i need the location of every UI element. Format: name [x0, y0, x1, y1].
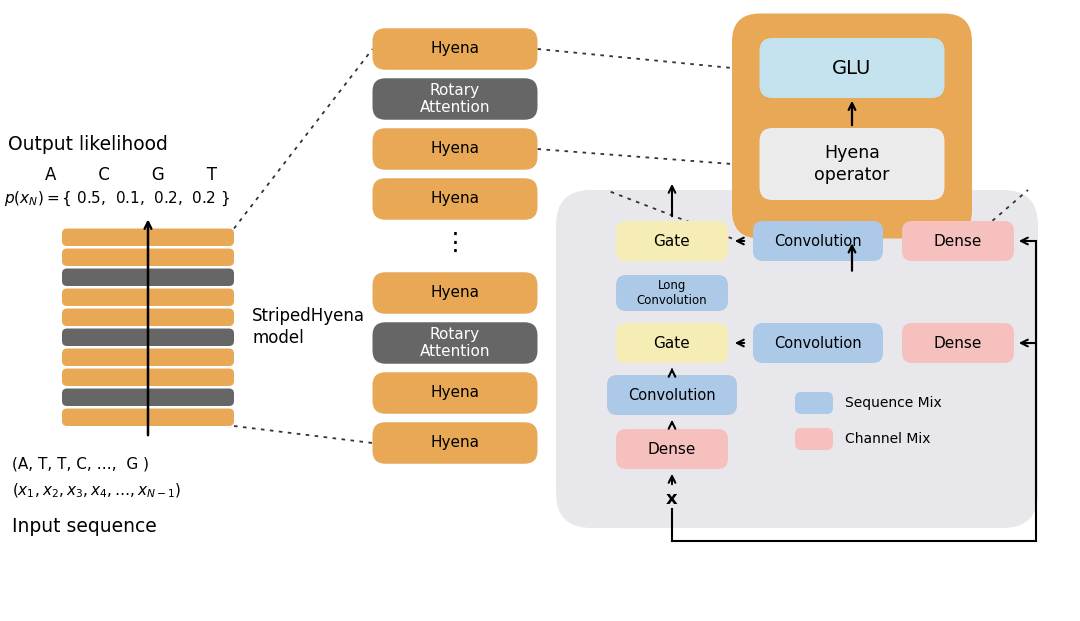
FancyBboxPatch shape: [373, 272, 538, 314]
FancyBboxPatch shape: [616, 323, 728, 363]
Text: Dense: Dense: [934, 233, 982, 248]
FancyBboxPatch shape: [62, 368, 234, 386]
Text: Gate: Gate: [653, 335, 690, 350]
FancyBboxPatch shape: [902, 323, 1014, 363]
FancyBboxPatch shape: [62, 229, 234, 246]
FancyBboxPatch shape: [902, 221, 1014, 261]
Text: Long
Convolution: Long Convolution: [637, 279, 707, 307]
Text: Hyena: Hyena: [431, 435, 480, 450]
FancyBboxPatch shape: [753, 323, 883, 363]
Text: GLU: GLU: [833, 58, 872, 78]
Text: Input sequence: Input sequence: [12, 517, 157, 535]
Text: Sequence Mix: Sequence Mix: [845, 396, 942, 410]
Text: x: x: [666, 490, 678, 508]
Text: Dense: Dense: [648, 442, 697, 456]
Text: Rotary
Attention: Rotary Attention: [420, 327, 490, 359]
Text: Gate: Gate: [653, 233, 690, 248]
Text: StripedHyena
model: StripedHyena model: [252, 307, 365, 347]
Text: A        C        G        T: A C G T: [45, 166, 217, 183]
Text: Hyena: Hyena: [431, 42, 480, 57]
FancyBboxPatch shape: [62, 409, 234, 426]
FancyBboxPatch shape: [373, 372, 538, 414]
FancyBboxPatch shape: [373, 178, 538, 220]
FancyBboxPatch shape: [616, 275, 728, 311]
Text: Output likelihood: Output likelihood: [8, 135, 167, 154]
FancyBboxPatch shape: [373, 28, 538, 70]
FancyBboxPatch shape: [62, 329, 234, 346]
FancyBboxPatch shape: [62, 389, 234, 406]
Text: ⋮: ⋮: [443, 231, 468, 255]
FancyBboxPatch shape: [62, 348, 234, 366]
Text: Convolution: Convolution: [774, 233, 862, 248]
Text: $p(x_N) = \{$ 0.5,  0.1,  0.2,  0.2 $\}$: $p(x_N) = \{$ 0.5, 0.1, 0.2, 0.2 $\}$: [4, 189, 230, 207]
FancyBboxPatch shape: [607, 375, 737, 415]
FancyBboxPatch shape: [373, 129, 538, 170]
FancyBboxPatch shape: [373, 322, 538, 364]
FancyBboxPatch shape: [616, 429, 728, 469]
FancyBboxPatch shape: [373, 78, 538, 120]
FancyBboxPatch shape: [616, 221, 728, 261]
Text: Channel Mix: Channel Mix: [845, 432, 931, 446]
FancyBboxPatch shape: [62, 248, 234, 266]
Text: Hyena: Hyena: [431, 386, 480, 401]
FancyBboxPatch shape: [795, 392, 833, 414]
Text: Rotary
Attention: Rotary Attention: [420, 83, 490, 116]
FancyBboxPatch shape: [62, 309, 234, 326]
Text: Hyena: Hyena: [431, 142, 480, 156]
Text: (A, T, T, C, …,  G ): (A, T, T, C, …, G ): [12, 456, 149, 471]
FancyBboxPatch shape: [753, 221, 883, 261]
FancyBboxPatch shape: [795, 428, 833, 450]
FancyBboxPatch shape: [373, 422, 538, 464]
Text: Dense: Dense: [934, 335, 982, 350]
FancyBboxPatch shape: [759, 128, 945, 200]
FancyBboxPatch shape: [62, 268, 234, 286]
FancyBboxPatch shape: [759, 38, 945, 98]
FancyBboxPatch shape: [62, 289, 234, 306]
Text: $(x_1, x_2, x_3, x_4, \ldots, x_{N-1})$: $(x_1, x_2, x_3, x_4, \ldots, x_{N-1})$: [12, 482, 181, 500]
FancyBboxPatch shape: [732, 14, 972, 238]
Text: Hyena: Hyena: [431, 286, 480, 301]
Text: Convolution: Convolution: [774, 335, 862, 350]
FancyBboxPatch shape: [556, 190, 1038, 528]
Text: Hyena: Hyena: [431, 191, 480, 207]
Text: Hyena
operator: Hyena operator: [814, 144, 890, 184]
Text: Convolution: Convolution: [629, 388, 716, 402]
